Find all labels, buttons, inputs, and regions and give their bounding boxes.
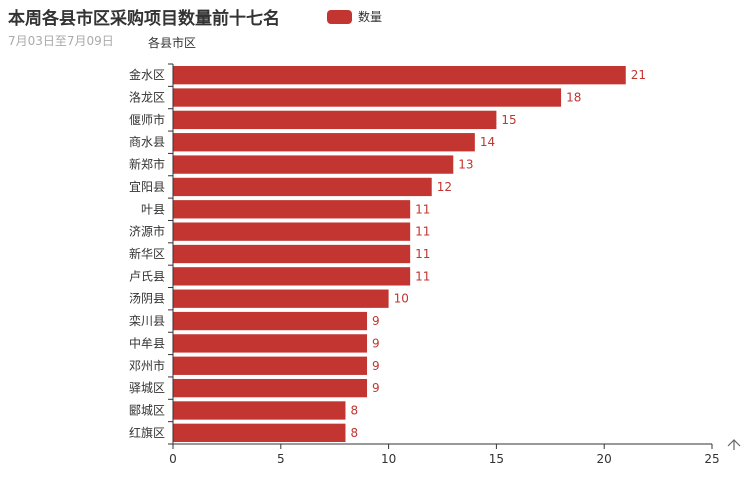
data-label: 8 [350, 403, 358, 417]
x-tick-label: 5 [277, 452, 285, 466]
data-label: 11 [415, 202, 430, 216]
bar[interactable] [173, 267, 411, 286]
data-label: 14 [480, 135, 495, 149]
data-label: 18 [566, 91, 581, 105]
x-tick-label: 0 [169, 452, 177, 466]
y-tick-label: 汤阴县 [129, 292, 165, 306]
y-tick-label: 邓州市 [129, 358, 165, 373]
y-tick-label: 中牟县 [129, 335, 165, 350]
data-label: 15 [501, 113, 516, 127]
x-tick-label: 10 [381, 452, 396, 466]
axes-group: 金水区洛龙区偃师市商水县新郑市宜阳县叶县济源市新华区卢氏县汤阴县栾川县中牟县邓州… [129, 63, 720, 466]
bar[interactable] [173, 244, 411, 264]
y-tick-label: 驿城区 [129, 381, 165, 395]
bar[interactable] [173, 356, 368, 375]
bar[interactable] [173, 423, 346, 442]
y-tick-label: 卢氏县 [129, 268, 165, 283]
chart-title: 本周各县市区采购项目数量前十七名 [8, 9, 280, 29]
bar[interactable] [173, 200, 411, 219]
y-tick-label: 栾川县 [129, 313, 165, 328]
data-label: 11 [415, 247, 430, 261]
bar[interactable] [173, 334, 368, 353]
bar[interactable] [173, 110, 497, 130]
bar[interactable] [173, 222, 411, 241]
bar[interactable] [173, 88, 562, 107]
data-label: 9 [372, 359, 380, 373]
bar[interactable] [173, 289, 389, 308]
bar[interactable] [173, 378, 368, 398]
data-label: 9 [372, 336, 380, 350]
data-label: 9 [372, 314, 380, 328]
bar[interactable] [173, 401, 346, 420]
bar[interactable] [173, 66, 626, 85]
bar[interactable] [173, 133, 475, 152]
y-tick-label: 偃师市 [129, 112, 165, 127]
y-axis-name: 各县市区 [148, 35, 196, 50]
y-tick-label: 新郑市 [129, 157, 165, 172]
data-label: 10 [394, 292, 409, 306]
x-tick-label: 15 [489, 452, 504, 466]
arrow-up-icon-path [727, 439, 741, 450]
data-label: 12 [437, 180, 452, 194]
x-tick-label: 25 [704, 452, 719, 466]
y-tick-label: 郾城区 [129, 403, 165, 417]
y-tick-label: 宜阳县 [129, 179, 165, 194]
legend[interactable]: 数量 [327, 8, 382, 25]
bar[interactable] [173, 311, 368, 331]
y-tick-label: 济源市 [129, 224, 165, 239]
data-label: 8 [350, 426, 358, 440]
arrow-up-icon[interactable] [727, 439, 741, 450]
y-tick-label: 叶县 [141, 202, 165, 216]
data-label: 9 [372, 381, 380, 395]
bar[interactable] [173, 177, 432, 197]
bar[interactable] [173, 155, 454, 174]
data-label: 11 [415, 269, 430, 283]
y-tick-label: 红旗区 [129, 425, 165, 440]
x-tick-label: 20 [597, 452, 612, 466]
legend-label: 数量 [358, 10, 383, 24]
y-tick-label: 新华区 [129, 246, 165, 261]
y-tick-label: 金水区 [129, 67, 165, 82]
y-tick-label: 洛龙区 [129, 90, 165, 105]
data-label: 13 [458, 158, 473, 172]
data-label: 11 [415, 225, 430, 239]
y-tick-label: 商水县 [129, 134, 165, 149]
chart-subtitle: 7月03日至7月09日 [8, 34, 114, 48]
legend-swatch [327, 9, 352, 24]
data-label: 21 [631, 68, 646, 82]
